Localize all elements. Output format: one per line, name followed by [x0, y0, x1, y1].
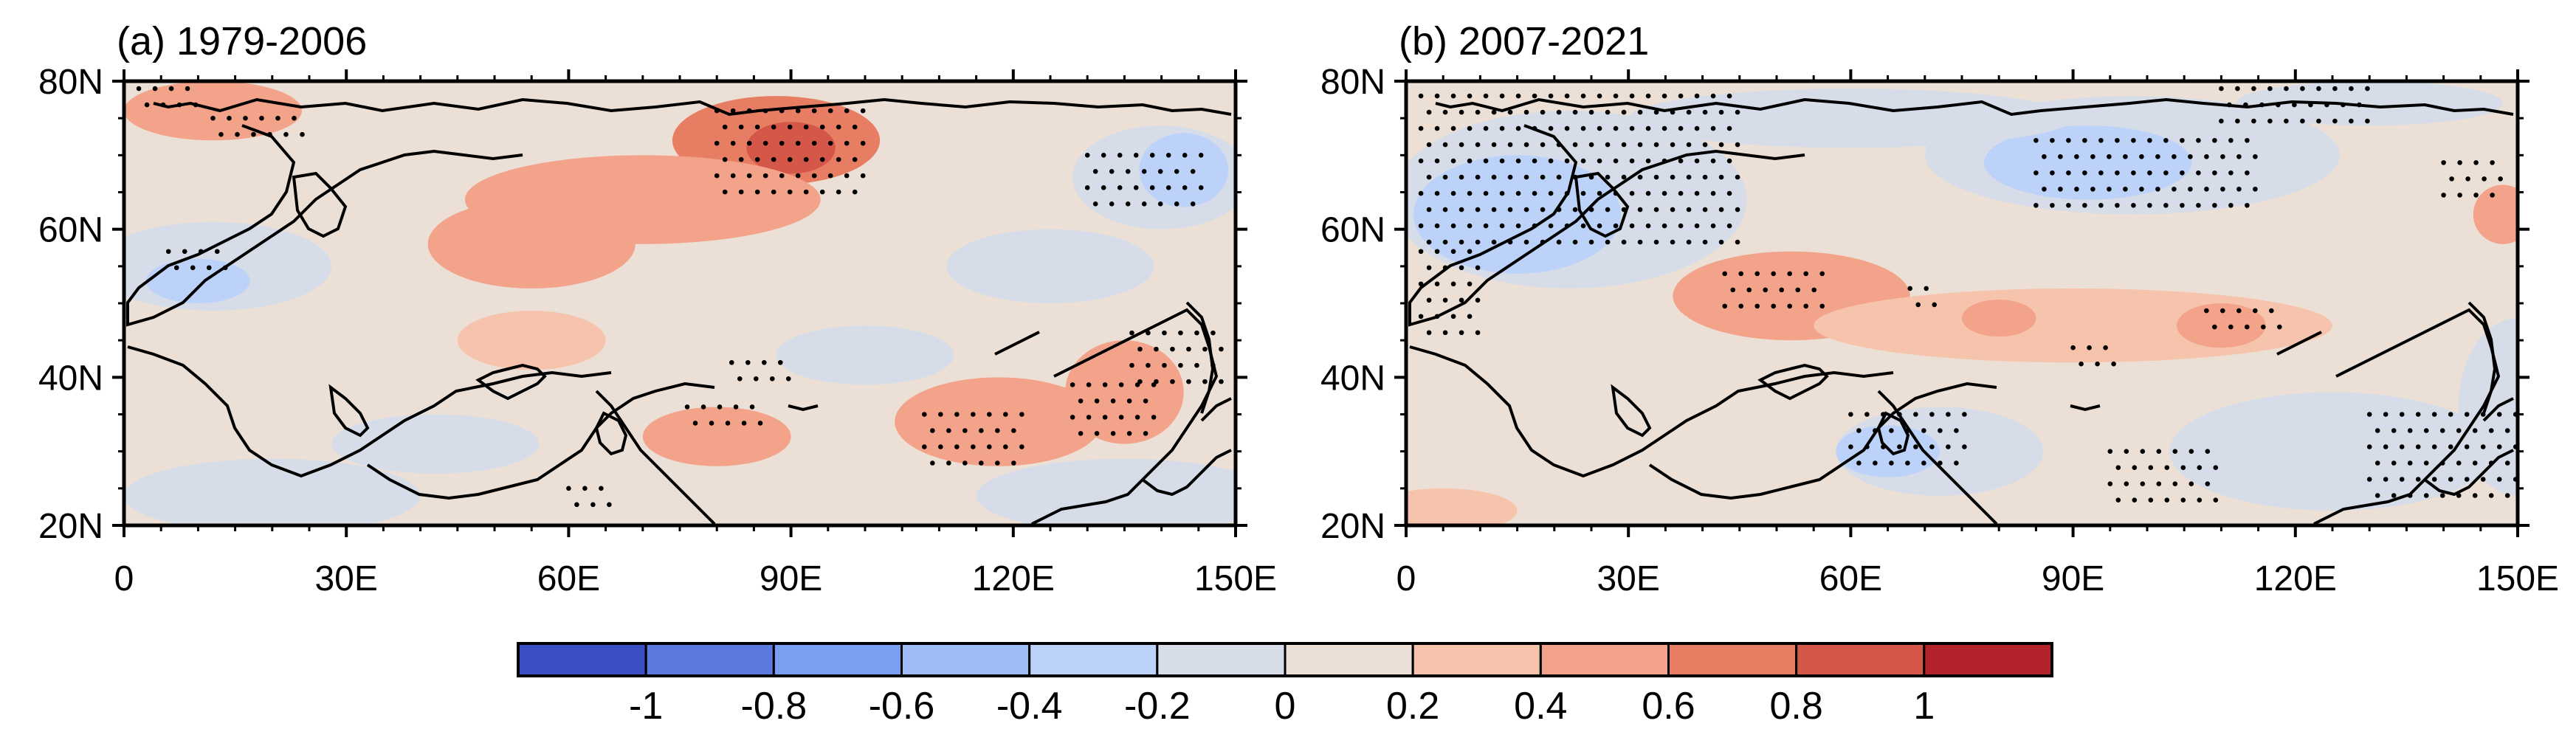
x-tick-label: 60E: [1819, 559, 1882, 598]
colorbar-label: 0.2: [1386, 685, 1439, 728]
colorbar: -1 -0.8 -0.6 -0.4 -0.2 0 0.2 0.4 0.6 0.8 1: [517, 642, 2053, 728]
anomaly-region: [642, 407, 791, 466]
colorbar-swatch: [1411, 642, 1542, 677]
colorbar-swatch: [1667, 642, 1798, 677]
significance-stipple: [684, 404, 763, 426]
colorbar-frame: [517, 642, 2053, 677]
significance-stipple: [1418, 249, 1481, 336]
anomaly-region: [146, 258, 250, 303]
x-tick-label: 0: [114, 559, 134, 598]
colorbar-swatch: [1795, 642, 1926, 677]
y-tick-label: 60N: [38, 211, 103, 250]
panels-layer: (a) 1979-2006 0 30E 60E 90E 120E 150E 80N 60N 40N…: [38, 19, 2559, 598]
anomaly-region: [1413, 155, 1622, 274]
colorbar-swatch: [1156, 642, 1287, 677]
y-tick-label: 20N: [1320, 507, 1385, 546]
anomaly-region: [746, 122, 836, 174]
anomaly-region: [1962, 299, 2036, 337]
anomaly-region: [895, 377, 1103, 466]
anomaly-region: [2177, 303, 2266, 348]
x-tick-label: 120E: [972, 559, 1055, 598]
colorbar-label: -1: [629, 685, 663, 728]
significance-stipple: [1418, 93, 1740, 245]
significance-stipple: [1129, 330, 1224, 384]
significance-stipple: [2070, 345, 2116, 367]
colorbar-swatch: [1539, 642, 1670, 677]
y-tick-label: 80N: [1320, 63, 1385, 102]
map-panel-b: (b) 2007-2021 0 30E 60E 90E 120E 150E 80N 60N 40N…: [1320, 19, 2559, 598]
colorbar-label: -0.4: [996, 685, 1063, 728]
anomaly-region: [1065, 340, 1184, 444]
significance-stipple: [2107, 449, 2219, 503]
y-tick-label: 60N: [1320, 211, 1385, 250]
significance-stipple: [566, 486, 612, 508]
significance-stipple: [1722, 271, 1825, 309]
significance-stipple: [2033, 137, 2258, 208]
map-panel-a: (a) 1979-2006 0 30E 60E 90E 120E 150E 80N 60N 40N…: [38, 19, 1277, 598]
anomaly-field: [1406, 81, 2518, 525]
colorbar-label: 0.6: [1642, 685, 1695, 728]
colorbar-swatch: [1028, 642, 1159, 677]
colorbar-swatch: [900, 642, 1031, 677]
significance-stipple: [714, 108, 866, 195]
anomaly-region: [2458, 318, 2518, 496]
colorbar-label: -0.6: [869, 685, 935, 728]
anomaly-region: [2236, 81, 2503, 126]
significance-stipple: [210, 115, 305, 137]
colorbar-swatch: [1284, 642, 1414, 677]
panel-title: (a) 1979-2006: [117, 19, 367, 63]
significance-stipple: [922, 412, 1024, 466]
y-tick-label: 40N: [38, 359, 103, 398]
anomaly-region: [124, 81, 302, 141]
significance-stipple: [1907, 286, 1938, 308]
anomaly-field: [124, 81, 1236, 525]
x-tick-label: 150E: [1194, 559, 1277, 598]
x-tick-label: 90E: [2042, 559, 2104, 598]
x-tick-label: 30E: [1597, 559, 1659, 598]
significance-stipple: [1084, 153, 1204, 207]
x-tick-label: 150E: [2476, 559, 2559, 598]
anomaly-region: [427, 199, 636, 289]
colorbar-label: 1: [1913, 685, 1935, 728]
y-tick-label: 80N: [38, 63, 103, 102]
anomaly-region: [331, 414, 540, 474]
x-tick-label: 120E: [2254, 559, 2337, 598]
significance-stipple: [1070, 382, 1157, 436]
anomaly-region: [1406, 488, 1518, 525]
colorbar-label: 0.8: [1770, 685, 1823, 728]
significance-stipple: [2204, 308, 2282, 330]
x-tick-label: 30E: [314, 559, 377, 598]
panel-title: (b) 2007-2021: [1399, 19, 1649, 63]
significance-stipple: [729, 359, 791, 381]
significance-stipple: [2441, 160, 2503, 198]
colorbar-label: -0.2: [1124, 685, 1191, 728]
anomaly-region: [946, 229, 1154, 304]
x-tick-label: 90E: [760, 559, 822, 598]
significance-stipple: [2366, 412, 2518, 498]
anomaly-region: [1139, 133, 1228, 207]
anomaly-region: [976, 458, 1236, 525]
colorbar-swatch: [1923, 642, 2053, 677]
colorbar-swatch: [517, 642, 647, 677]
colorbar-swatch: [772, 642, 903, 677]
colorbar-label: -0.8: [741, 685, 807, 728]
x-tick-label: 60E: [537, 559, 600, 598]
y-tick-label: 20N: [38, 507, 103, 546]
anomaly-region: [124, 458, 421, 525]
anomaly-region: [457, 311, 606, 370]
colorbar-label: 0: [1275, 685, 1296, 728]
colorbar-swatch: [644, 642, 775, 677]
y-tick-label: 40N: [1320, 359, 1385, 398]
anomaly-region: [1984, 125, 2192, 200]
colorbar-label: 0.4: [1514, 685, 1567, 728]
anomaly-region: [776, 325, 954, 385]
anomaly-region: [2169, 392, 2496, 511]
x-tick-label: 0: [1397, 559, 1416, 598]
anomaly-region: [2473, 184, 2518, 244]
